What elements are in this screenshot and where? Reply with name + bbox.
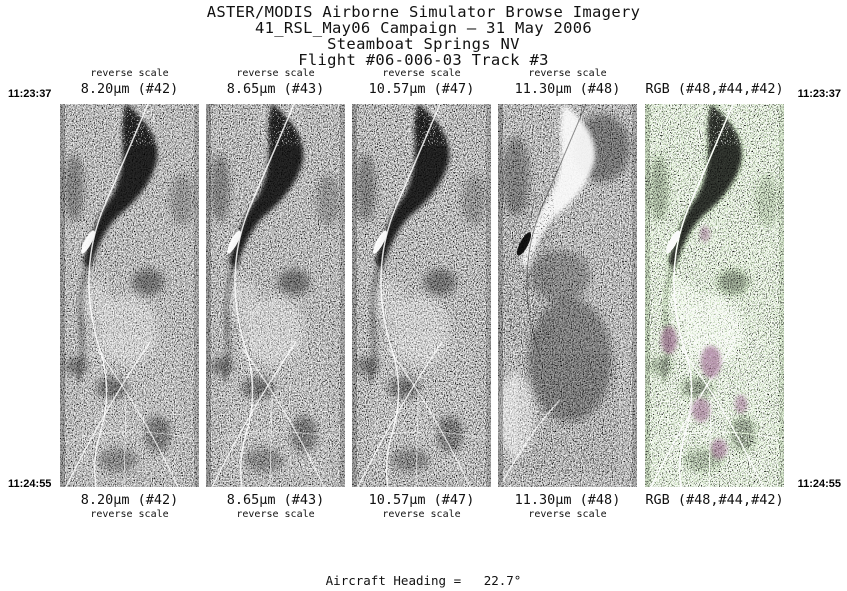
page-title-block: ASTER/MODIS Airborne Simulator Browse Im… bbox=[0, 4, 847, 68]
timestamp-start-right: 11:23:37 bbox=[797, 88, 841, 100]
image-strip-ch48 bbox=[498, 104, 637, 487]
channel-label-bottom: 11.30µm (#48) bbox=[514, 492, 621, 508]
scale-note-bottom: reverse scale bbox=[528, 509, 607, 520]
channel-label-bottom: 8.65µm (#43) bbox=[226, 492, 325, 508]
channel-label-bottom: 8.20µm (#42) bbox=[80, 492, 179, 508]
page-title: ASTER/MODIS Airborne Simulator Browse Im… bbox=[206, 3, 641, 21]
scale-note-top bbox=[645, 67, 784, 81]
flight-metadata-block: Aircraft Heading = 22.7° Solar Zenith = … bbox=[0, 528, 847, 591]
site-line: Steamboat Springs NV bbox=[327, 35, 520, 53]
timestamp-end-right: 11:24:55 bbox=[797, 478, 841, 490]
channel-label-bottom: 10.57µm (#47) bbox=[368, 492, 475, 508]
scale-note-bottom: reverse scale bbox=[90, 509, 169, 520]
channel-label-top: 10.57µm (#47) bbox=[368, 81, 475, 97]
timestamp-start-left: 11:23:37 bbox=[8, 88, 52, 100]
scale-note-top: reverse scale bbox=[382, 68, 461, 79]
column-ch43: reverse scale 8.65µm (#43) 8.65µm (#43) … bbox=[206, 67, 345, 522]
column-ch47: reverse scale 10.57µm (#47) 10.57µm (#47… bbox=[352, 67, 491, 522]
campaign-line: 41_RSL_May06 Campaign — 31 May 2006 bbox=[254, 19, 593, 37]
flight-track-line: Flight #06-006-03 Track #3 bbox=[298, 51, 549, 69]
aircraft-heading-line: Aircraft Heading = 22.7° bbox=[325, 573, 522, 588]
timestamp-end-left: 11:24:55 bbox=[8, 478, 52, 490]
channel-label-top: 8.20µm (#42) bbox=[80, 81, 179, 97]
scale-note-top: reverse scale bbox=[90, 68, 169, 79]
column-ch48: reverse scale 11.30µm (#48) 11.30µm (#48… bbox=[498, 67, 637, 522]
channel-label-bottom: RGB (#48,#44,#42) bbox=[645, 492, 784, 508]
channel-label-top: 11.30µm (#48) bbox=[514, 81, 621, 97]
channel-label-top: RGB (#48,#44,#42) bbox=[645, 81, 784, 97]
column-rgb: RGB (#48,#44,#42) RGB (#48,#44,#42) bbox=[645, 67, 784, 522]
scale-note-top: reverse scale bbox=[528, 68, 607, 79]
scale-note-bottom bbox=[645, 508, 784, 522]
image-strip-ch43 bbox=[206, 104, 345, 487]
scale-note-top: reverse scale bbox=[236, 68, 315, 79]
image-strip-ch47 bbox=[352, 104, 491, 487]
column-ch42: reverse scale 8.20µm (#42) 8.20µm (#42) … bbox=[60, 67, 199, 522]
image-strip-ch42 bbox=[60, 104, 199, 487]
channel-label-top: 8.65µm (#43) bbox=[226, 81, 325, 97]
scale-note-bottom: reverse scale bbox=[382, 509, 461, 520]
scale-note-bottom: reverse scale bbox=[236, 509, 315, 520]
image-strip-rgb bbox=[645, 104, 784, 487]
